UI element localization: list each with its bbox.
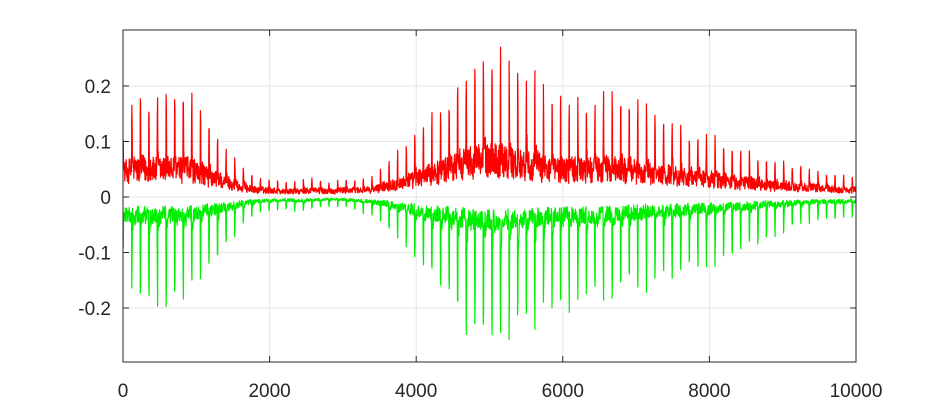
y-tick-label: 0.1 bbox=[85, 133, 111, 154]
grid-lines bbox=[123, 30, 856, 362]
x-tick-label: 8000 bbox=[688, 381, 730, 402]
red-positive-series-line bbox=[122, 46, 857, 195]
x-tick-label: 10000 bbox=[830, 381, 883, 402]
green-negative-series-line bbox=[122, 197, 857, 340]
x-tick-label: 0 bbox=[118, 381, 129, 402]
y-tick-label: -0.2 bbox=[78, 299, 111, 320]
plot-frame bbox=[122, 29, 857, 363]
y-tick-label: 0 bbox=[100, 188, 111, 209]
x-tick-label: 6000 bbox=[542, 381, 584, 402]
x-tick-label: 4000 bbox=[395, 381, 437, 402]
y-tick-label: 0.2 bbox=[85, 77, 111, 98]
tick-labels: 0 2000 4000 6000 8000 10000 0.2 0.1 0 -0.1 -0.2 bbox=[78, 77, 882, 402]
series-layer bbox=[122, 46, 857, 340]
tick-marks bbox=[122, 30, 857, 362]
y-tick-label: -0.1 bbox=[78, 244, 111, 265]
x-tick-label: 2000 bbox=[248, 381, 290, 402]
